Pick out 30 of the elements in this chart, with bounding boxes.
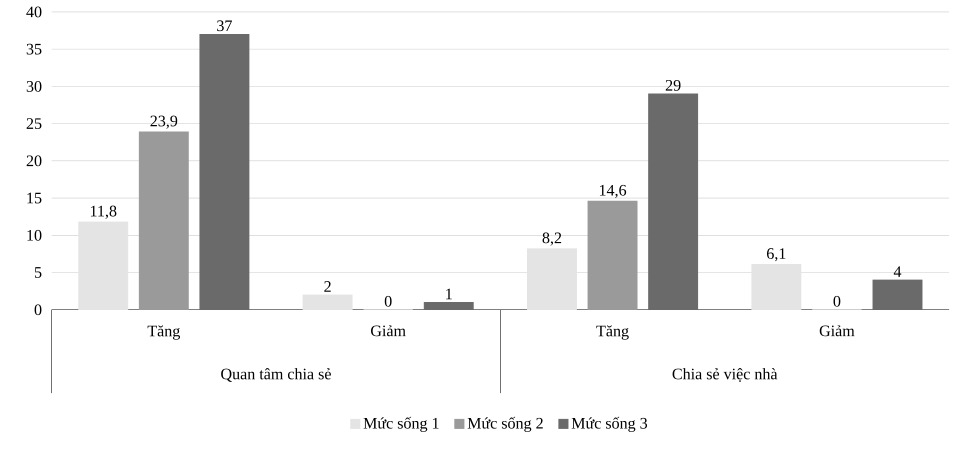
- x-tick-label: Giảm: [371, 325, 406, 336]
- data-label: 0: [834, 296, 840, 307]
- y-tick-label: 40: [26, 6, 42, 18]
- y-tick-label: 30: [26, 81, 42, 92]
- text: Chia sẻ việc nhà: [672, 368, 778, 382]
- data-label: 4: [894, 266, 902, 278]
- data-label: 37: [217, 20, 232, 32]
- data-label: 29: [666, 80, 680, 91]
- data-label: 2: [324, 281, 331, 292]
- y-tick-label: 35: [26, 44, 42, 55]
- y-tick-label: 5: [34, 267, 42, 278]
- x-tick-label: Tăng: [596, 325, 629, 340]
- y-tick-label: 0: [34, 304, 42, 316]
- y-tick-label: 20: [26, 156, 42, 166]
- x-tick-label: Tăng: [148, 325, 180, 340]
- legend-label: Mức sống 2: [468, 417, 543, 432]
- data-label: 6,1: [766, 248, 786, 262]
- legend-label: Mức sống 3: [572, 417, 648, 432]
- y-tick-label: 25: [26, 118, 42, 130]
- data-label: 11,8: [90, 206, 116, 219]
- x-tick-label: Giảm: [820, 325, 855, 336]
- data-label: 0: [384, 296, 392, 307]
- data-label: 1: [446, 288, 452, 300]
- data-label: 14,6: [600, 185, 626, 198]
- y-tick-label: 15: [27, 192, 42, 204]
- text: Quan tâm chia sẻ: [221, 368, 331, 382]
- data-label: 8,2: [542, 232, 562, 246]
- data-label: 23,9: [150, 116, 178, 129]
- legend-label: Mức sống 1: [364, 417, 439, 432]
- y-tick-label: 10: [27, 230, 42, 241]
